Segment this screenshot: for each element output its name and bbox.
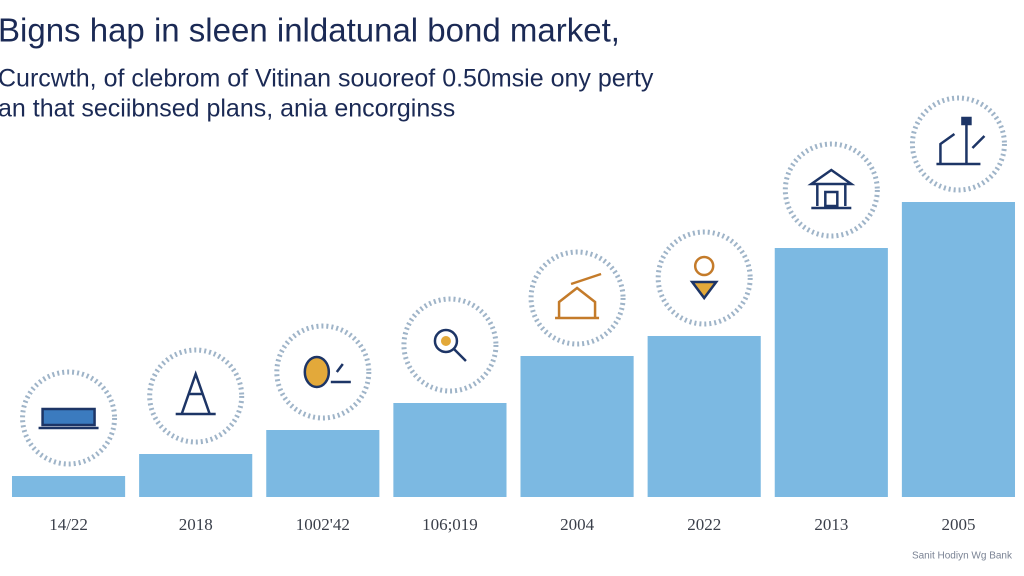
icon-part: [807, 168, 856, 210]
icon-ring: [274, 323, 372, 421]
icon-part: [689, 280, 719, 301]
icon-part: [330, 363, 351, 384]
icon-ring: [528, 249, 626, 347]
icon-part: [41, 407, 96, 427]
chart-title: Bigns hap in sleen inldatunal bond marke…: [0, 12, 620, 49]
source-note: Sanit Hodiyn Wg Bank: [912, 551, 1013, 562]
icon-ring: [655, 229, 753, 327]
icon-part: [433, 328, 459, 354]
bar: [774, 248, 888, 497]
x-tick-label: 14/22: [49, 515, 88, 534]
icon: [555, 272, 602, 320]
icon-part: [453, 348, 467, 362]
x-tick-label: 106;019: [422, 515, 478, 534]
icon-part: [440, 336, 451, 346]
bar: [520, 356, 634, 497]
icon-ring: [401, 296, 499, 394]
icon-part: [961, 116, 972, 126]
icon-part: [824, 190, 839, 208]
bar: [647, 336, 761, 497]
x-tick-label: 2005: [941, 515, 975, 534]
icon: [38, 407, 99, 430]
icon-part: [693, 255, 715, 277]
icon-part: [555, 272, 602, 320]
icon: [303, 355, 351, 389]
x-tick-label: 2018: [179, 515, 213, 534]
bar: [393, 403, 507, 497]
icon: [433, 328, 467, 362]
icon: [689, 255, 719, 301]
x-tick-label: 2013: [814, 515, 848, 534]
icon-part: [303, 355, 331, 389]
icon-ring: [147, 347, 245, 445]
icon: [807, 168, 856, 210]
chart-subtitle: Curcwth, of clebrom of Vitinan souoreof …: [0, 65, 654, 93]
chart-subtitle: an that seciibnsed plans, ania encorgins…: [0, 95, 455, 123]
icon-ring: [909, 95, 1007, 193]
icon: [175, 370, 216, 416]
x-tick-label: 2022: [687, 515, 721, 534]
icon: [936, 116, 986, 166]
bar: [11, 476, 126, 497]
bar: [901, 202, 1016, 497]
bar: [266, 430, 380, 497]
icon-part: [936, 124, 986, 166]
x-tick-label: 2004: [560, 515, 595, 534]
icon-part: [175, 370, 216, 416]
x-tick-label: 1002'42: [296, 515, 350, 534]
icon-ring: [20, 369, 118, 467]
icon-ring: [782, 141, 880, 239]
bar: [139, 454, 253, 497]
